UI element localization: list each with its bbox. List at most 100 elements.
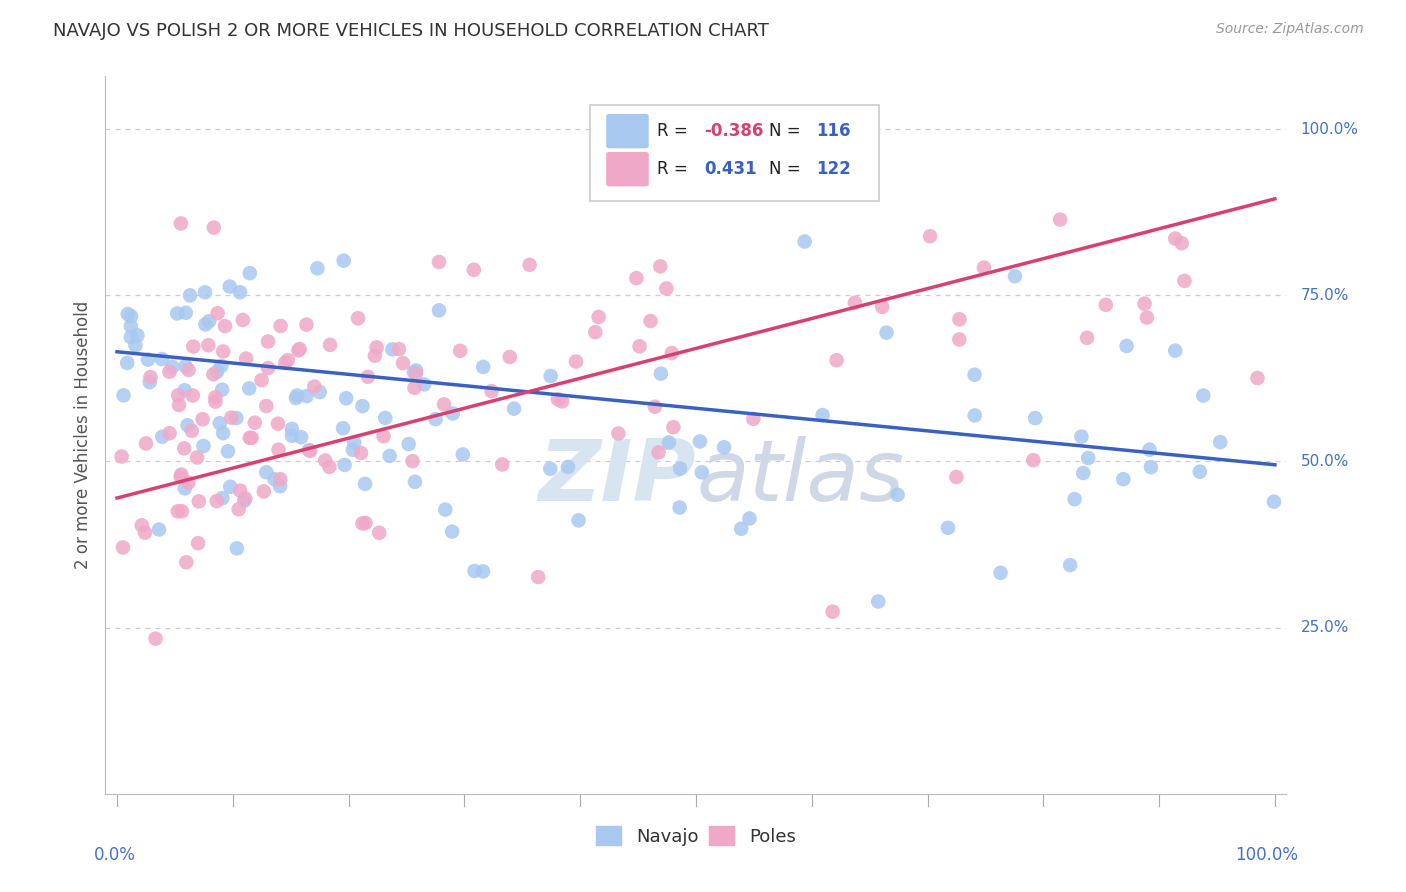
Point bbox=[354, 516, 377, 530]
Text: 100.0%: 100.0% bbox=[1236, 846, 1298, 863]
Point bbox=[811, 408, 834, 422]
Point bbox=[990, 566, 1012, 580]
Point bbox=[405, 367, 427, 381]
Text: 50.0%: 50.0% bbox=[1301, 454, 1348, 469]
Point bbox=[567, 513, 589, 527]
Point bbox=[821, 605, 844, 619]
Point bbox=[689, 434, 711, 449]
Point bbox=[503, 401, 526, 416]
Legend: Navajo, Poles: Navajo, Poles bbox=[589, 819, 803, 853]
Point bbox=[174, 306, 197, 320]
Point bbox=[661, 346, 683, 360]
Text: N =: N = bbox=[769, 122, 801, 140]
Point bbox=[491, 458, 513, 472]
Point bbox=[373, 429, 395, 443]
Point bbox=[170, 467, 193, 482]
Point bbox=[179, 288, 201, 302]
Point bbox=[713, 440, 735, 454]
Point bbox=[177, 363, 200, 377]
Point bbox=[1077, 451, 1099, 466]
Point bbox=[527, 570, 550, 584]
Point bbox=[287, 343, 309, 358]
Point bbox=[868, 594, 890, 608]
Point bbox=[463, 262, 485, 277]
Point bbox=[1059, 558, 1081, 572]
Point bbox=[274, 356, 297, 370]
Point bbox=[208, 416, 231, 430]
Point bbox=[181, 388, 204, 402]
Point bbox=[176, 418, 198, 433]
Point bbox=[284, 391, 307, 405]
Point bbox=[366, 340, 388, 354]
Point bbox=[127, 328, 149, 343]
Point bbox=[269, 479, 291, 493]
Point bbox=[139, 370, 162, 384]
Point bbox=[202, 368, 225, 382]
Point bbox=[263, 472, 285, 486]
Point bbox=[441, 407, 464, 421]
Point bbox=[844, 295, 866, 310]
Point bbox=[173, 384, 195, 398]
Point bbox=[1164, 231, 1187, 245]
Point bbox=[1188, 465, 1211, 479]
Point bbox=[650, 367, 672, 381]
Point bbox=[304, 379, 326, 393]
Point bbox=[232, 313, 254, 327]
Point bbox=[167, 388, 190, 402]
Point bbox=[793, 235, 815, 249]
Text: Source: ZipAtlas.com: Source: ZipAtlas.com bbox=[1216, 22, 1364, 37]
Point bbox=[401, 454, 423, 468]
Point bbox=[427, 303, 450, 318]
Point bbox=[299, 443, 322, 458]
Point bbox=[332, 421, 354, 435]
Point bbox=[343, 435, 366, 450]
Point bbox=[547, 392, 569, 407]
Point bbox=[240, 431, 263, 445]
Point bbox=[180, 424, 202, 438]
Point bbox=[229, 483, 252, 498]
Point bbox=[281, 422, 304, 436]
Point bbox=[288, 342, 311, 356]
Point bbox=[159, 365, 181, 379]
Point bbox=[538, 462, 561, 476]
Point bbox=[963, 409, 986, 423]
Point bbox=[319, 338, 342, 352]
Point bbox=[120, 319, 142, 334]
Point bbox=[963, 368, 986, 382]
Point bbox=[381, 343, 404, 357]
Point bbox=[1139, 442, 1161, 457]
Point bbox=[253, 484, 276, 499]
Point bbox=[413, 377, 436, 392]
Point bbox=[281, 429, 304, 443]
Point bbox=[148, 523, 170, 537]
Point bbox=[269, 472, 291, 486]
Point bbox=[1246, 371, 1268, 385]
Point bbox=[540, 369, 562, 384]
Point bbox=[354, 476, 377, 491]
Point bbox=[347, 311, 370, 326]
Point bbox=[1140, 460, 1163, 475]
Point bbox=[350, 446, 373, 460]
Point bbox=[212, 426, 235, 441]
Point bbox=[433, 397, 456, 411]
Point bbox=[277, 353, 299, 368]
Point bbox=[202, 220, 225, 235]
Point bbox=[181, 340, 204, 354]
FancyBboxPatch shape bbox=[606, 152, 648, 186]
Point bbox=[235, 351, 257, 366]
Point bbox=[219, 480, 242, 494]
Point bbox=[166, 306, 188, 320]
Point bbox=[742, 412, 765, 426]
Text: ZIP: ZIP bbox=[538, 436, 696, 519]
Point bbox=[918, 229, 941, 244]
Point bbox=[333, 458, 356, 472]
Text: atlas: atlas bbox=[696, 436, 904, 519]
Point bbox=[254, 465, 277, 479]
Point bbox=[318, 459, 340, 474]
Point bbox=[176, 555, 198, 569]
Point bbox=[110, 450, 132, 464]
Point bbox=[392, 356, 415, 370]
Point bbox=[211, 383, 233, 397]
Point bbox=[825, 353, 848, 368]
Point bbox=[115, 356, 138, 370]
